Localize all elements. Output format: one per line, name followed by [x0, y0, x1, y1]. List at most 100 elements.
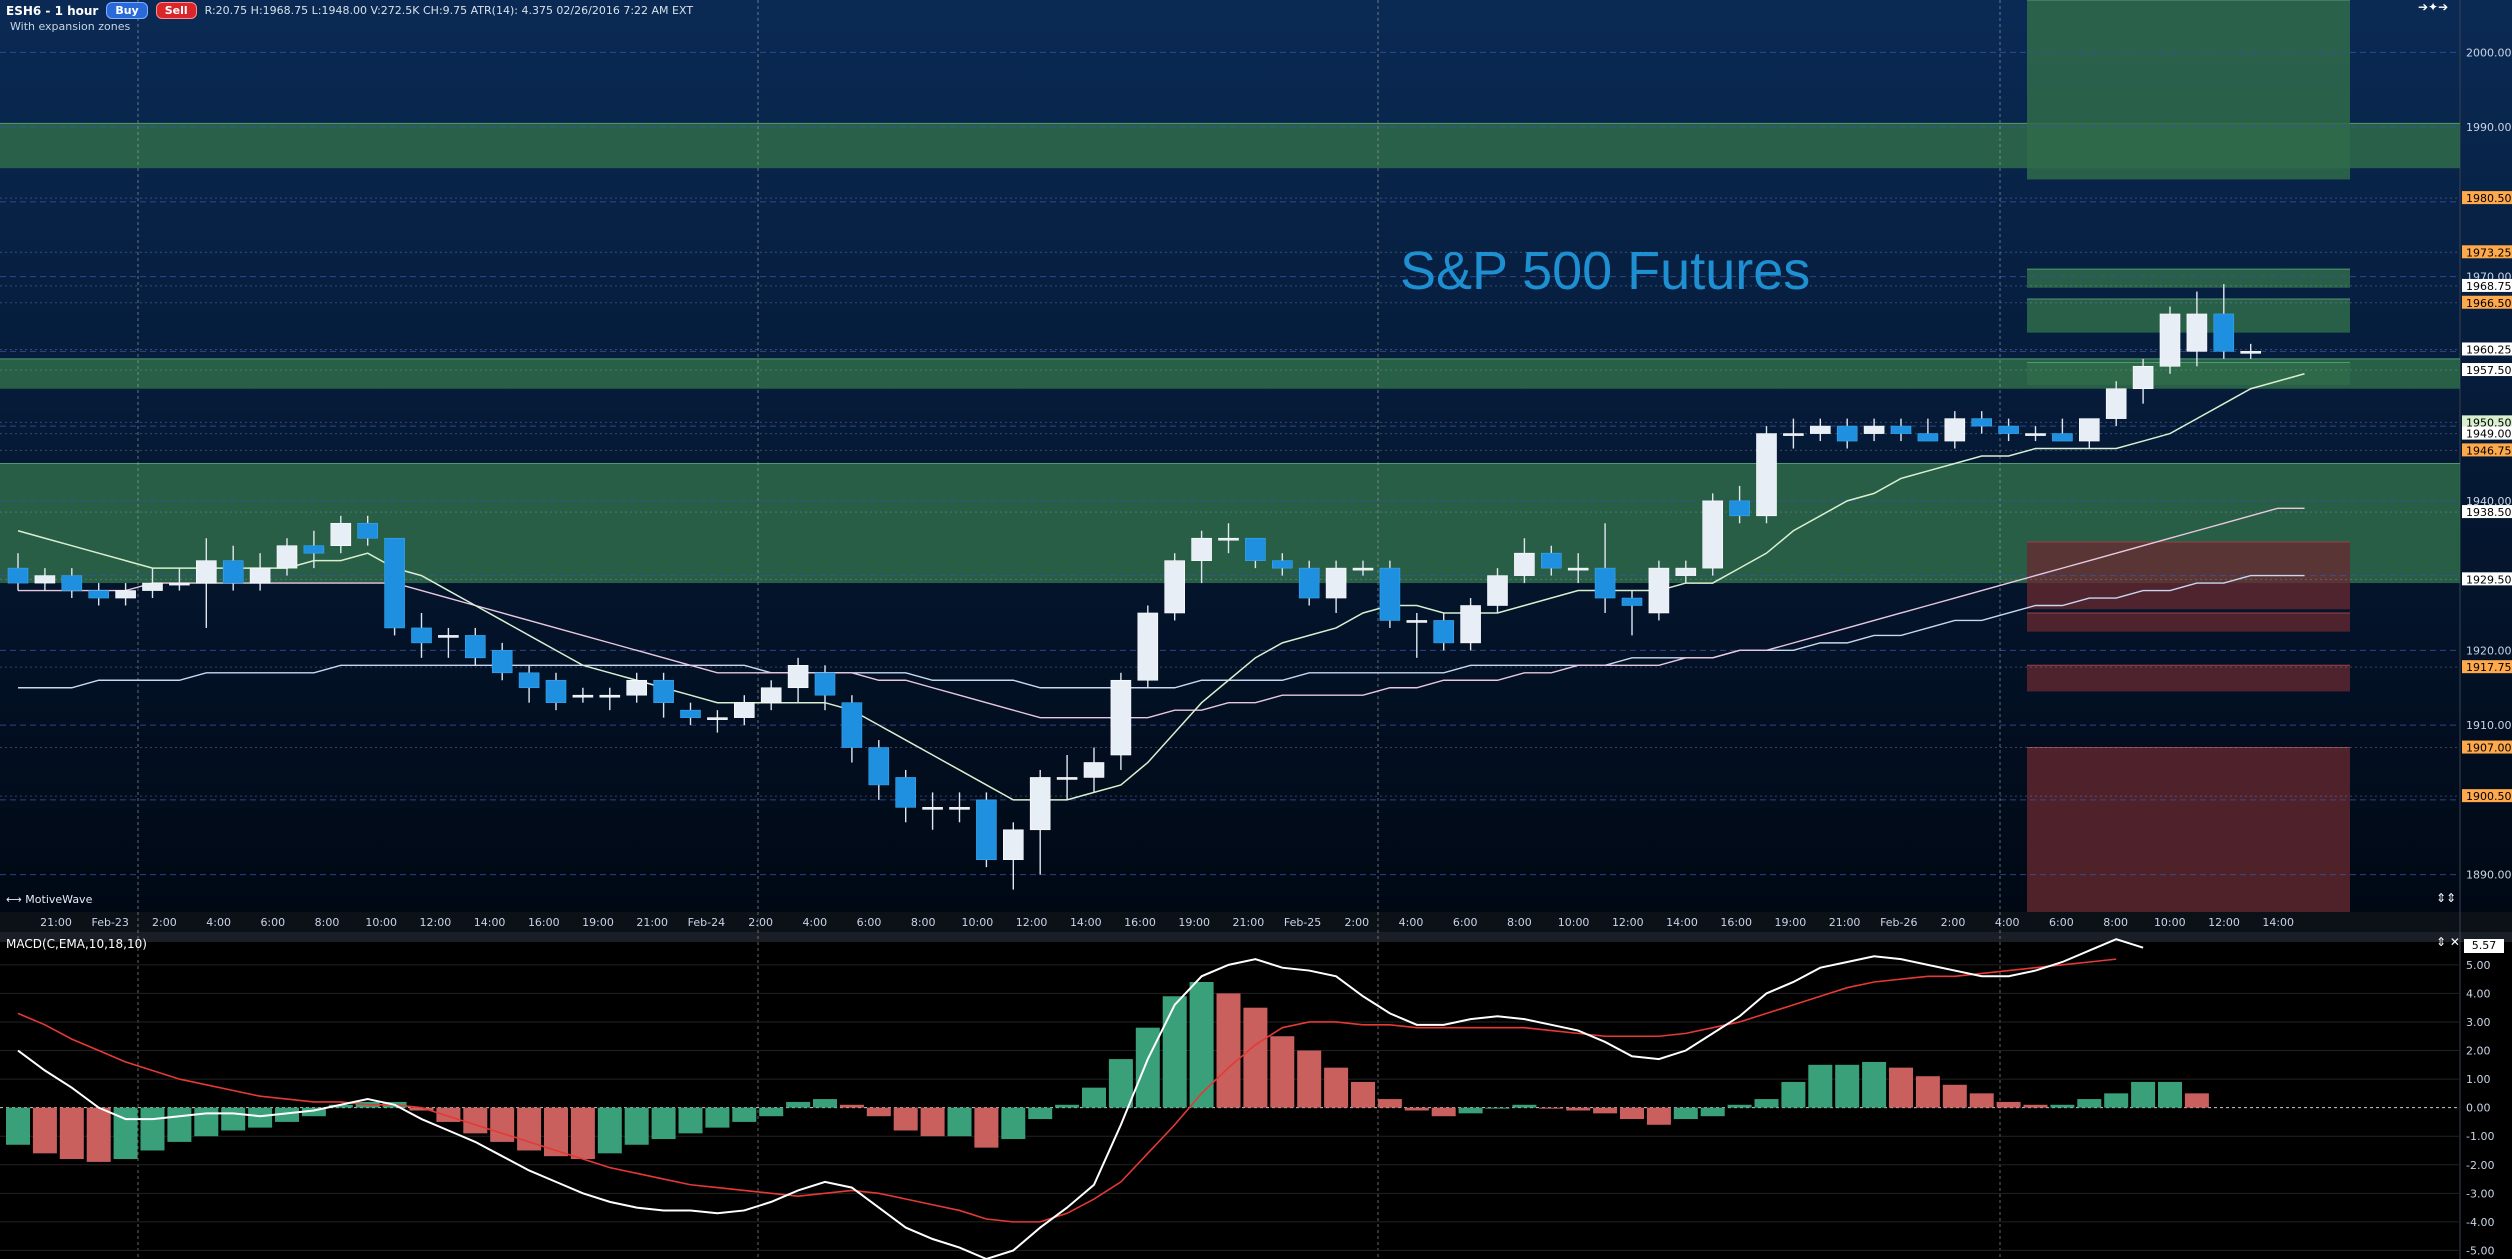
green-expansion-zone: [2027, 0, 2350, 180]
macd-histogram-bar: [1539, 1107, 1564, 1109]
macd-histogram-bar: [2023, 1104, 2048, 1108]
time-tick-label: Feb-23: [91, 916, 128, 929]
red-expansion-zone: [2027, 612, 2350, 632]
candle-body: [1998, 425, 2019, 434]
macd-histogram-bar: [1001, 1107, 1026, 1140]
sell-button[interactable]: Sell: [155, 2, 197, 19]
symbol-label: ESH6 - 1 hour: [6, 3, 99, 18]
candle-body: [384, 537, 405, 629]
price-tick-label: 1920.00: [2466, 644, 2512, 657]
pane-resize-icon[interactable]: ⇕ ✕: [2436, 935, 2460, 949]
macd-histogram-bar: [1969, 1093, 1994, 1108]
macd-tick-label: 4.00: [2466, 987, 2491, 1000]
candle-body: [922, 807, 943, 810]
time-tick-label: 16:00: [1124, 916, 1156, 929]
price-tag: [2462, 415, 2512, 429]
candle-body: [949, 807, 970, 810]
macd-histogram-bar: [1028, 1107, 1053, 1120]
macd-histogram-bar: [2131, 1081, 2156, 1108]
candle-body: [868, 747, 890, 786]
macd-histogram-bar: [1243, 1007, 1268, 1108]
time-tick-label: Feb-25: [1284, 916, 1321, 929]
macd-label: MACD(C,EMA,10,18,10): [6, 937, 147, 951]
time-tick-label: 16:00: [528, 916, 560, 929]
macd-histogram-bar: [1189, 981, 1214, 1108]
macd-histogram-bar: [597, 1107, 622, 1154]
macd-histogram-bar: [1082, 1087, 1106, 1108]
time-tick-label: 19:00: [1178, 916, 1210, 929]
time-tick-label: 6:00: [2049, 916, 2074, 929]
macd-histogram-bar: [167, 1107, 192, 1142]
macd-histogram-bar: [517, 1107, 542, 1151]
candle-body: [1783, 433, 1804, 436]
time-tick-label: 12:00: [1612, 916, 1644, 929]
macd-histogram-bar: [463, 1107, 488, 1134]
price-tag: [2462, 278, 2512, 292]
macd-tick-label: 5.00: [2466, 959, 2491, 972]
candle-body: [1406, 620, 1428, 623]
macd-histogram-bar: [140, 1107, 165, 1151]
candle-body: [680, 709, 701, 718]
macd-histogram-bar: [1162, 996, 1187, 1108]
time-tick-label: 2:00: [748, 916, 773, 929]
candle-body: [1541, 552, 1562, 569]
time-tick-label: 8:00: [1507, 916, 1532, 929]
candle-body: [464, 635, 486, 659]
price-tag: [2462, 245, 2512, 259]
macd-histogram-bar: [732, 1107, 757, 1122]
time-tick-label: 8:00: [911, 916, 936, 929]
time-tick-label: 8:00: [2103, 916, 2128, 929]
candle-body: [518, 672, 540, 689]
price-tag-label: 1973.25: [2466, 246, 2512, 259]
candle-body: [1325, 567, 1347, 599]
candle-body: [1110, 679, 1132, 756]
price-tag-label: 1950.50: [2466, 416, 2512, 429]
macd-histogram-bar: [1485, 1107, 1510, 1109]
macd-line: [17, 938, 2144, 1259]
macd-histogram-bar: [759, 1107, 784, 1117]
macd-histogram-bar: [1135, 1027, 1160, 1108]
time-tick-label: 6:00: [857, 916, 882, 929]
macd-histogram-bar: [1216, 993, 1241, 1108]
macd-histogram-bar: [436, 1107, 461, 1122]
candle-body: [626, 679, 648, 696]
macd-histogram-bar: [59, 1107, 84, 1160]
buy-button[interactable]: Buy: [106, 2, 148, 19]
candle-body: [330, 522, 352, 547]
price-tag-label: 1946.75: [2466, 444, 2512, 457]
macd-histogram-bar: [947, 1107, 972, 1137]
candle-body: [61, 575, 83, 591]
candle-body: [1971, 418, 1992, 427]
ema-slow-line: [18, 574, 2305, 689]
candle-body: [34, 575, 56, 584]
candle-body: [88, 590, 109, 599]
time-tick-label: 14:00: [474, 916, 506, 929]
study-subtitle: With expansion zones: [10, 20, 131, 33]
candle-body: [1002, 829, 1024, 860]
candle-body: [841, 702, 863, 748]
price-tag-label: 1907.00: [2466, 742, 2512, 755]
macd-histogram-bar: [1835, 1064, 1860, 1108]
candle-body: [1083, 762, 1105, 778]
macd-histogram-bar: [1055, 1104, 1080, 1108]
candle-body: [1514, 552, 1535, 576]
candle-body: [787, 665, 809, 689]
expand-icon[interactable]: ⇕⇕: [2436, 891, 2457, 905]
time-tick-label: 10:00: [1558, 916, 1590, 929]
green-expansion-zone: [2027, 362, 2350, 385]
macd-tick-label: -2.00: [2466, 1159, 2494, 1172]
candle-body: [1272, 560, 1293, 569]
collapse-arrows-icon[interactable]: ➔✦➔: [2418, 0, 2449, 14]
macd-signal-line: [17, 958, 2117, 1223]
time-tick-label: 14:00: [2262, 916, 2294, 929]
macd-histogram-bar: [893, 1107, 918, 1131]
chart-title: S&P 500 Futures: [1400, 241, 1811, 301]
price-tick-label: 2000.00: [2466, 46, 2512, 59]
macd-histogram-bar: [1351, 1081, 1375, 1108]
macd-histogram-bar: [2077, 1099, 2102, 1108]
time-tick-label: 2:00: [152, 916, 177, 929]
candle-body: [7, 567, 29, 584]
candle-body: [491, 650, 513, 674]
time-tick-label: 16:00: [1720, 916, 1752, 929]
